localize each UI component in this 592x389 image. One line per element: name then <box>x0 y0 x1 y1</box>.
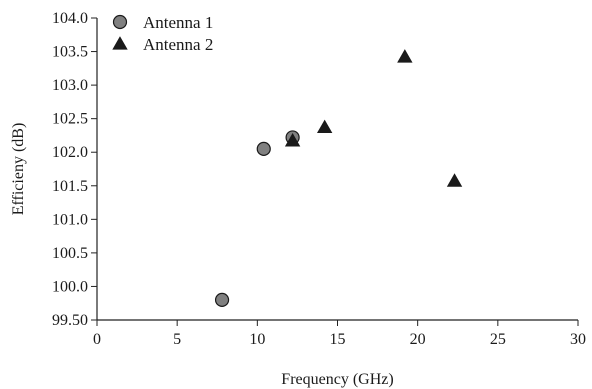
legend-label: Antenna 1 <box>143 13 213 32</box>
y-tick-label: 101.0 <box>52 211 88 228</box>
x-tick-label: 5 <box>173 331 181 348</box>
data-point-circle <box>256 141 271 156</box>
data-point-triangle <box>397 49 413 63</box>
data-point-triangle <box>446 173 463 187</box>
x-axis-title: Frequency (GHz) <box>281 371 393 388</box>
x-tick-label: 30 <box>570 331 586 348</box>
legend: Antenna 1 Antenna 2 <box>112 13 213 54</box>
x-tick-label: 25 <box>490 331 506 348</box>
y-tick-label: 100.0 <box>52 278 88 295</box>
y-axis-title: Efficieny (dB) <box>10 123 27 216</box>
y-tick-label: 102.0 <box>52 144 88 161</box>
data-point-circle <box>214 292 230 307</box>
y-tick-label: 99.50 <box>52 312 88 329</box>
x-tick-label: 10 <box>249 331 265 348</box>
y-tick-label: 103.0 <box>52 77 88 94</box>
y-tick-label: 104.0 <box>52 10 88 27</box>
y-tick-label: 100.5 <box>52 245 88 262</box>
y-tick-label: 102.5 <box>52 111 88 128</box>
axes: 0 5 10 15 20 25 30 99.50 100.0 100.5 101.0 101.5 102… <box>10 10 586 388</box>
data-point-triangle <box>284 133 301 147</box>
legend-marker-circle <box>112 14 128 30</box>
x-tick-label: 15 <box>330 331 346 348</box>
legend-marker-triangle <box>112 36 128 50</box>
x-tick-label: 0 <box>93 331 101 348</box>
data-point-triangle <box>316 119 333 134</box>
x-tick-label: 20 <box>410 331 426 348</box>
data-marks <box>214 49 463 307</box>
legend-label: Antenna 2 <box>143 35 213 54</box>
y-tick-label: 101.5 <box>52 178 88 195</box>
y-tick-label: 103.5 <box>52 44 88 61</box>
